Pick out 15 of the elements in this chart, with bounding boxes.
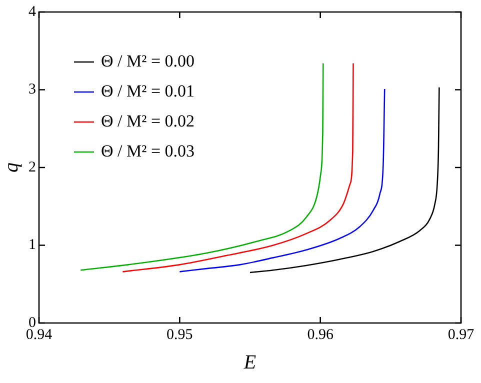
x-axis-title: E <box>242 351 256 374</box>
legend-label: Θ / M² = 0.01 <box>101 81 195 100</box>
x-tick-label: 0.96 <box>307 326 334 343</box>
y-tick-label: 4 <box>28 4 36 20</box>
y-tick-label: 1 <box>28 237 36 254</box>
legend-label: Θ / M² = 0.00 <box>101 51 195 70</box>
line-series <box>249 86 440 274</box>
y-axis-title: q <box>0 162 22 172</box>
y-tick-label: 3 <box>28 82 36 98</box>
legend-label: Θ / M² = 0.02 <box>101 111 195 130</box>
x-tick-label: 0.95 <box>166 326 193 343</box>
x-tick-label: 0.94 <box>26 326 53 343</box>
legend-label: Θ / M² = 0.03 <box>101 141 195 160</box>
y-tick-label: 2 <box>28 159 36 176</box>
x-tick-label: 0.97 <box>448 326 475 343</box>
